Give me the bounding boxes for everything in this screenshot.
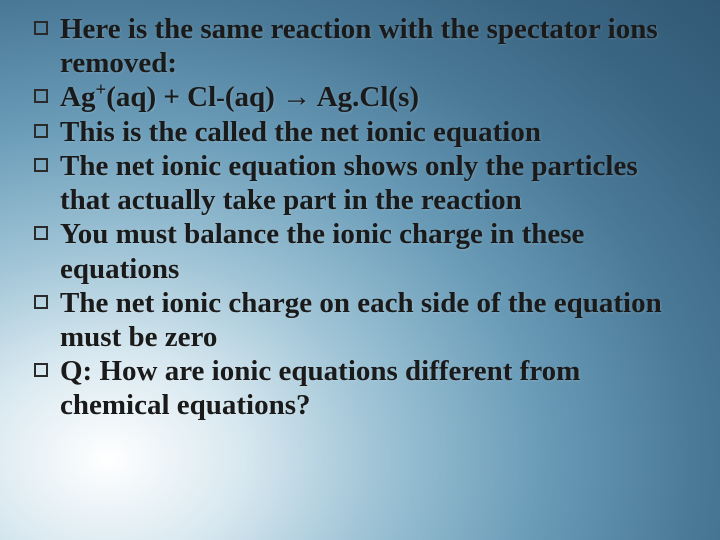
square-bullet-icon [34, 124, 48, 138]
square-bullet-icon [34, 295, 48, 309]
slide-container: Here is the same reaction with the spect… [0, 0, 720, 540]
eq-silver: Ag [60, 81, 95, 113]
eq-part: (aq) → Ag.Cl(s) [225, 81, 419, 113]
eq-minus: - [216, 83, 225, 112]
list-item: Ag+(aq) + Cl-(aq) → Ag.Cl(s) [34, 80, 686, 114]
list-item: You must balance the ionic charge in the… [34, 217, 686, 285]
list-item: Q: How are ionic equations different fro… [34, 354, 686, 422]
square-bullet-icon [34, 89, 48, 103]
bullet-list: Here is the same reaction with the spect… [34, 12, 686, 423]
bullet-text: You must balance the ionic charge in the… [60, 217, 686, 285]
square-bullet-icon [34, 21, 48, 35]
square-bullet-icon [34, 226, 48, 240]
bullet-text: The net ionic charge on each side of the… [60, 286, 686, 354]
eq-part: (aq) + Cl [106, 81, 216, 113]
bullet-text-equation: Ag+(aq) + Cl-(aq) → Ag.Cl(s) [60, 80, 686, 114]
list-item: Here is the same reaction with the spect… [34, 12, 686, 80]
bullet-text: The net ionic equation shows only the pa… [60, 149, 686, 217]
bullet-text: Here is the same reaction with the spect… [60, 12, 686, 80]
list-item: The net ionic equation shows only the pa… [34, 149, 686, 217]
bullet-text: Q: How are ionic equations different fro… [60, 354, 686, 422]
square-bullet-icon [34, 363, 48, 377]
list-item: This is the called the net ionic equatio… [34, 115, 686, 149]
eq-superscript-plus: + [95, 80, 106, 101]
list-item: The net ionic charge on each side of the… [34, 286, 686, 354]
square-bullet-icon [34, 158, 48, 172]
bullet-text: This is the called the net ionic equatio… [60, 115, 686, 149]
